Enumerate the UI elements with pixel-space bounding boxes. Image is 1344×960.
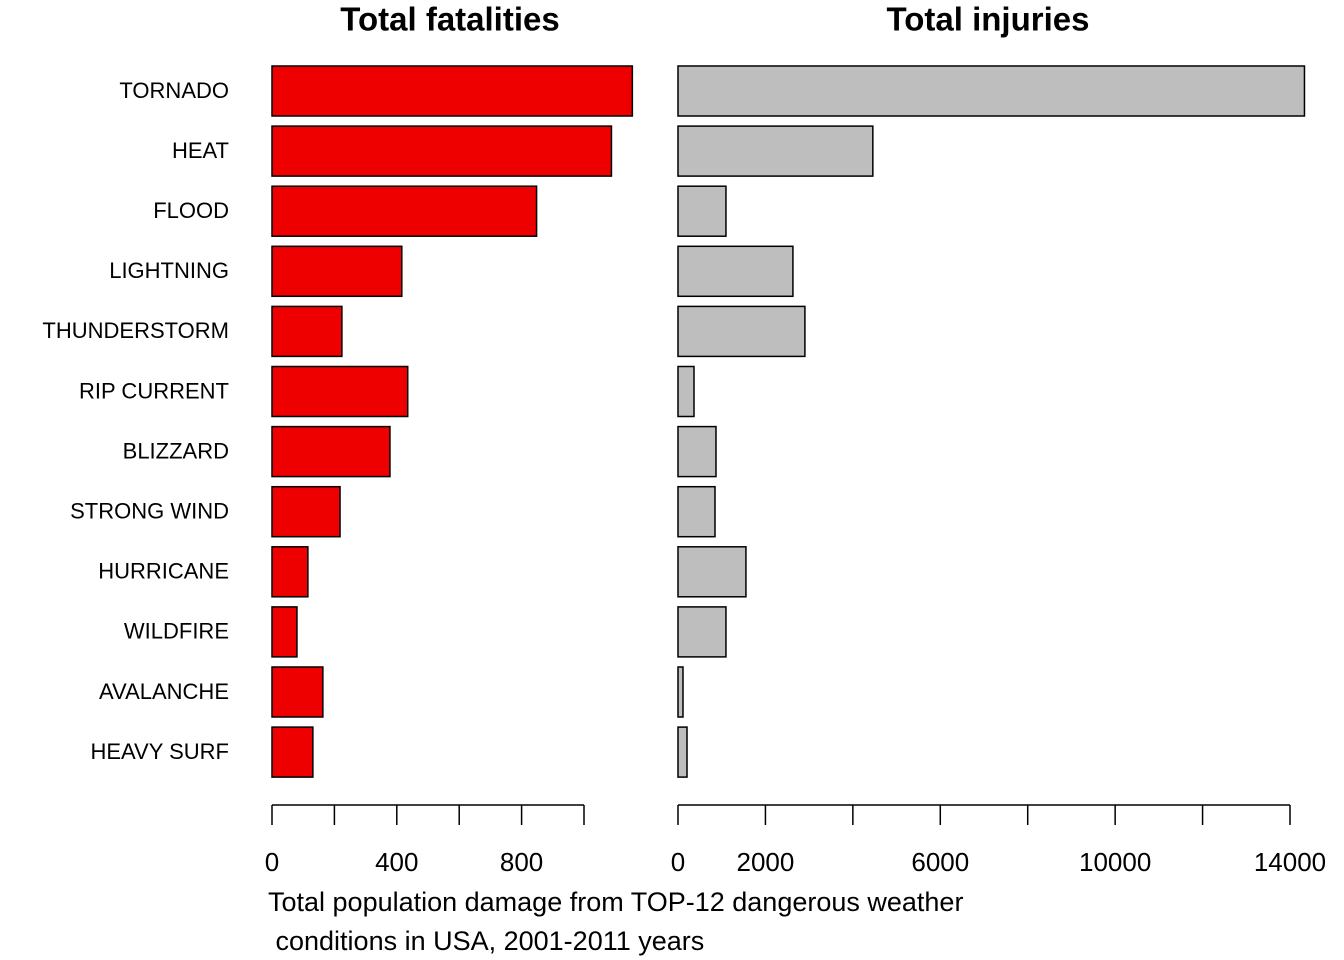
caption: Total population damage from TOP-12 dang… — [268, 887, 963, 917]
x-tick-label: 14000 — [1254, 847, 1326, 877]
category-label: AVALANCHE — [99, 679, 229, 704]
bar — [677, 485, 716, 538]
x-tick-label: 10000 — [1079, 847, 1151, 877]
category-label: STRONG WIND — [70, 499, 229, 524]
x-tick-label: 400 — [375, 847, 418, 877]
category-label: BLIZZARD — [123, 438, 229, 463]
category-label: HEAT — [172, 138, 229, 163]
bar — [271, 365, 409, 418]
bar — [677, 546, 747, 598]
x-tick-label: 800 — [500, 847, 543, 877]
bar — [677, 185, 727, 237]
bar — [271, 606, 298, 658]
category-label: WILDFIRE — [124, 619, 229, 644]
x-tick-label: 0 — [671, 847, 685, 877]
category-label: LIGHTNING — [109, 258, 229, 283]
category-label: TORNADO — [119, 78, 229, 103]
panel-title: Total fatalities — [340, 1, 559, 38]
x-tick-label: 2000 — [737, 847, 795, 877]
bar — [677, 245, 794, 298]
bar — [271, 125, 613, 177]
bar — [677, 606, 727, 658]
bar — [677, 425, 717, 478]
bar — [271, 666, 324, 718]
x-tick-label: 6000 — [911, 847, 969, 877]
bar — [677, 365, 695, 418]
bar — [271, 726, 314, 778]
bar — [271, 546, 309, 598]
bar — [677, 726, 688, 778]
category-label: FLOOD — [153, 198, 229, 223]
bar — [271, 65, 634, 117]
bar — [271, 485, 341, 538]
bar — [677, 305, 806, 358]
bar — [271, 425, 391, 478]
bar — [677, 65, 1306, 117]
bar — [677, 666, 684, 718]
bar — [271, 305, 343, 358]
caption: conditions in USA, 2001-2011 years — [268, 926, 704, 956]
bar — [271, 245, 403, 298]
bar — [677, 125, 874, 177]
category-label: THUNDERSTORM — [42, 318, 229, 343]
category-label: RIP CURRENT — [79, 378, 229, 403]
x-tick-label: 0 — [265, 847, 279, 877]
category-label: HURRICANE — [98, 559, 229, 584]
panel-title: Total injuries — [887, 1, 1090, 38]
category-label: HEAVY SURF — [90, 739, 229, 764]
bar — [271, 185, 538, 237]
